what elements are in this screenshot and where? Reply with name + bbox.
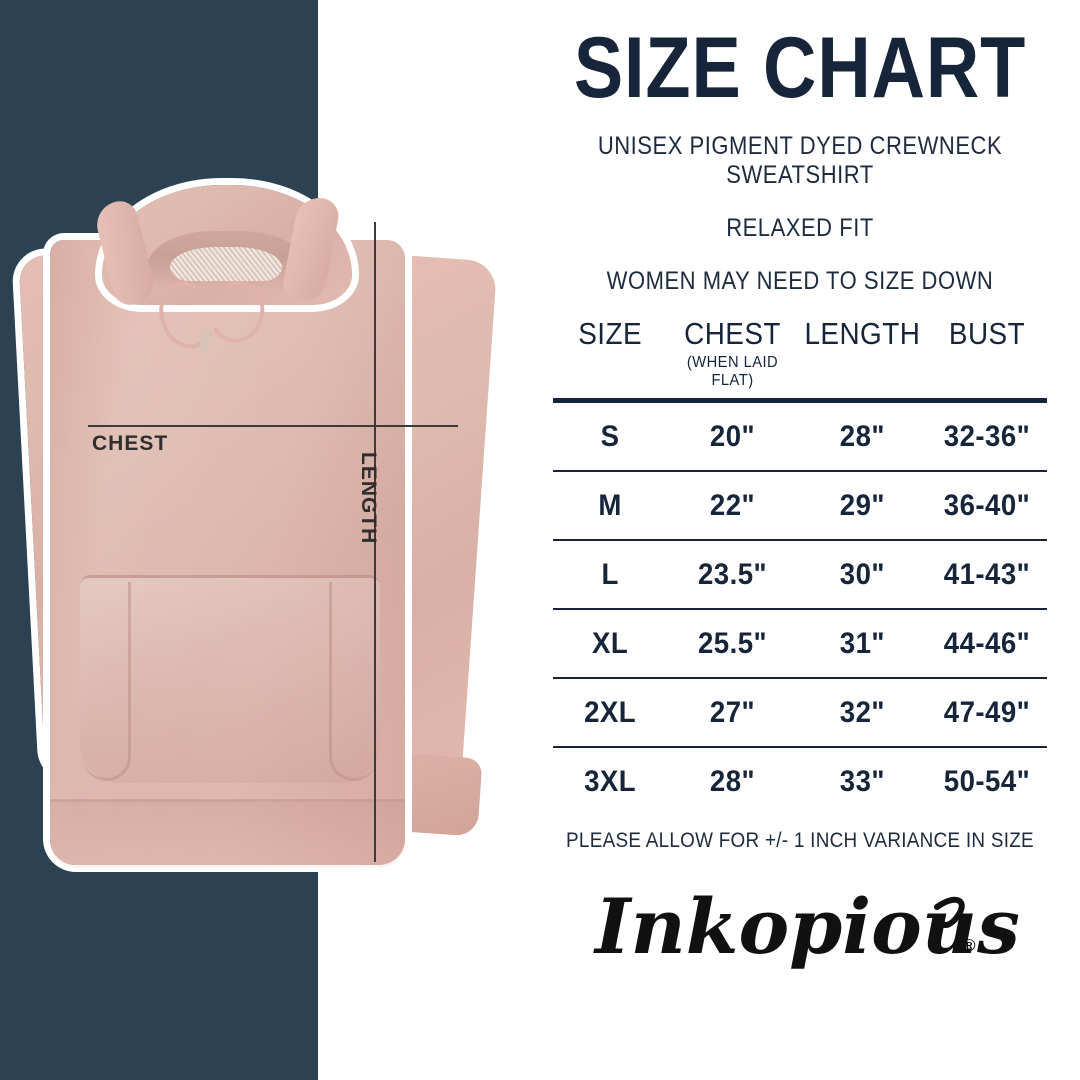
garment-photo: CHEST LENGTH: [0, 0, 520, 1080]
spacer-cell: [803, 354, 921, 401]
cell-length: 33": [803, 746, 922, 816]
cell-size: 3XL: [557, 746, 663, 816]
cell-chest: 27": [672, 677, 794, 748]
page-title: SIZE CHART: [573, 20, 1027, 116]
cell-size: M: [557, 470, 663, 541]
sizing-advice: WOMEN MAY NEED TO SIZE DOWN: [606, 267, 994, 296]
cell-length: 30": [803, 539, 922, 610]
cell-chest: 28": [672, 746, 794, 816]
column-header-size: SIZE: [578, 316, 643, 352]
cell-bust: 47-49": [931, 677, 1043, 748]
cell-length: 31": [803, 608, 922, 679]
table-row: XL 25.5" 31" 44-46": [553, 608, 1047, 679]
size-chart-info-panel: SIZE CHART UNISEX PIGMENT DYED CREWNECK …: [520, 0, 1080, 1080]
column-header-chest: CHEST: [684, 316, 782, 352]
sweatshirt-illustration: [18, 185, 498, 868]
cell-bust: 41-43": [931, 539, 1043, 610]
chest-note: (WHEN LAID FLAT): [687, 354, 779, 390]
spacer-cell: [932, 354, 1042, 401]
table-row: L 23.5" 30" 41-43": [553, 539, 1047, 610]
cell-length: 28": [803, 398, 922, 472]
cell-length: 32": [803, 677, 922, 748]
bottom-hem: [50, 799, 405, 868]
kangaroo-pocket: [80, 575, 380, 783]
cell-size: XL: [557, 608, 663, 679]
cell-chest: 25.5": [672, 608, 794, 679]
cell-size: S: [557, 398, 663, 472]
brand-logo-svg: Inkopious ®: [593, 882, 1020, 971]
registered-mark: ®: [963, 936, 976, 955]
table-row: M 22" 29" 36-40": [553, 470, 1047, 541]
cell-bust: 32-36": [931, 398, 1043, 472]
chest-measurement-label: CHEST: [92, 432, 169, 455]
table-row: S 20" 28" 32-36": [553, 398, 1047, 472]
length-measurement-label: LENGTH: [357, 452, 380, 545]
cell-length: 29": [803, 470, 922, 541]
table-header-row: SIZE CHEST LENGTH BUST: [553, 316, 1047, 354]
hood-lining: [170, 247, 282, 281]
cell-bust: 44-46": [931, 608, 1043, 679]
brand-wordmark: Inkopious: [593, 882, 1020, 971]
spacer-cell: [558, 354, 663, 401]
cell-bust: 36-40": [931, 470, 1043, 541]
chest-measurement-line: [88, 425, 458, 427]
product-description: UNISEX PIGMENT DYED CREWNECK SWEATSHIRT: [597, 132, 1003, 190]
column-header-bust: BUST: [948, 316, 1026, 352]
cell-chest: 22": [672, 470, 794, 541]
variance-note: PLEASE ALLOW FOR +/- 1 INCH VARIANCE IN …: [566, 829, 1034, 853]
logo-flourish-icon: [934, 897, 965, 929]
column-header-length: LENGTH: [804, 316, 921, 352]
table-header-note-row: (WHEN LAID FLAT): [553, 354, 1047, 401]
cell-chest: 20": [672, 398, 794, 472]
cell-size: L: [557, 539, 663, 610]
cell-size: 2XL: [557, 677, 663, 748]
fit-description: RELAXED FIT: [726, 214, 874, 243]
table-row: 2XL 27" 32" 47-49": [553, 677, 1047, 748]
cell-chest: 23.5": [672, 539, 794, 610]
size-table-container: SIZE CHEST LENGTH BUST (WHEN LAID FLAT) …: [520, 316, 1080, 816]
size-table: SIZE CHEST LENGTH BUST (WHEN LAID FLAT) …: [553, 316, 1047, 816]
table-row: 3XL 28" 33" 50-54": [553, 746, 1047, 816]
length-measurement-line: [374, 222, 376, 862]
brand-logo: Inkopious ®: [520, 871, 1080, 981]
cell-bust: 50-54": [931, 746, 1043, 816]
